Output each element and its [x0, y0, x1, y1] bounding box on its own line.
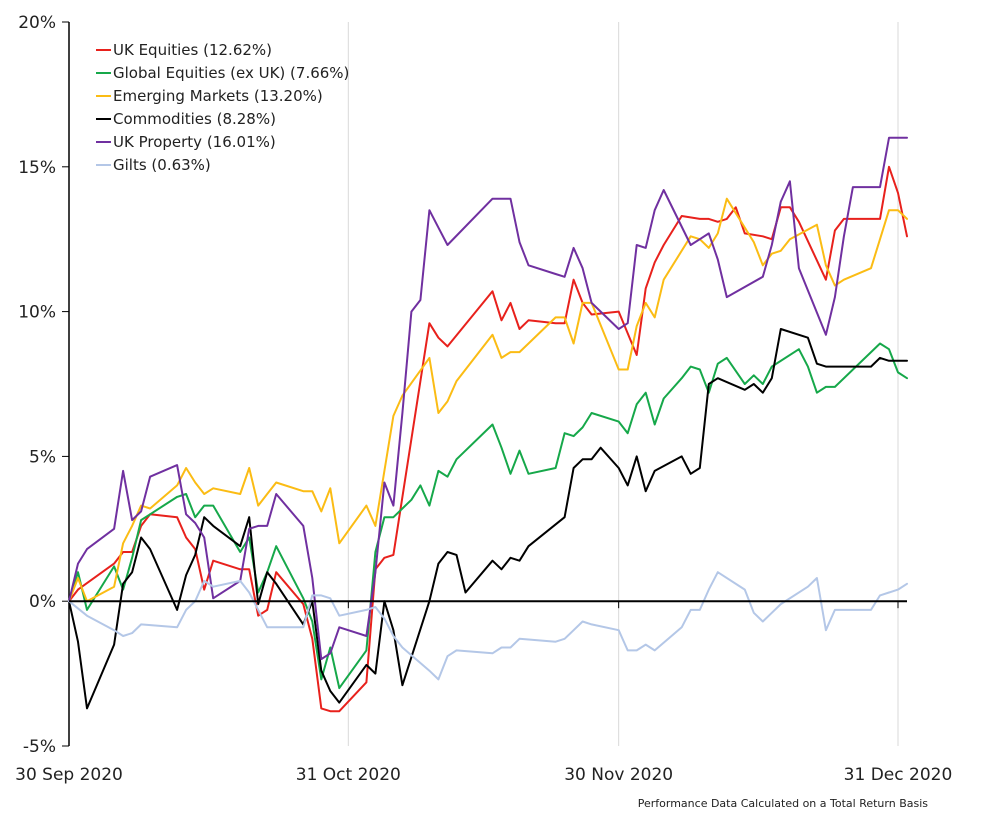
- legend: UK Equities (12.62%) Global Equities (ex …: [96, 41, 349, 174]
- axes: -5% 0% 5% 10% 15% 20% 30 Sep 2020 31 Oct 2020 30…: [15, 13, 952, 785]
- y-tick-label: -5%: [23, 737, 56, 757]
- y-tick-label: 15%: [18, 158, 56, 178]
- series-line: [68, 136, 908, 661]
- legend-label: UK Property (16.01%): [113, 133, 276, 151]
- x-tick-label: 31 Oct 2020: [296, 765, 401, 785]
- series-line: [68, 342, 908, 690]
- series-line: [68, 165, 908, 713]
- y-tick-label: 5%: [29, 447, 56, 467]
- series-lines: [68, 136, 908, 713]
- legend-label: Emerging Markets (13.20%): [113, 87, 323, 105]
- legend-label: Global Equities (ex UK) (7.66%): [113, 64, 349, 82]
- legend-label: UK Equities (12.62%): [113, 41, 272, 59]
- y-tick-label: 10%: [18, 303, 56, 323]
- x-tick-label: 30 Nov 2020: [564, 765, 673, 785]
- y-tick-label: 20%: [18, 13, 56, 33]
- series-line: [68, 197, 908, 603]
- legend-label: Gilts (0.63%): [113, 156, 211, 174]
- series-line: [68, 328, 908, 710]
- legend-label: Commodities (8.28%): [113, 110, 276, 128]
- y-tick-label: 0%: [29, 592, 56, 612]
- gridlines: [347, 22, 899, 746]
- series-line: [68, 571, 908, 681]
- x-tick-label: 31 Dec 2020: [844, 765, 953, 785]
- x-tick-label: 30 Sep 2020: [15, 765, 123, 785]
- footnote-text: Performance Data Calculated on a Total R…: [638, 797, 929, 810]
